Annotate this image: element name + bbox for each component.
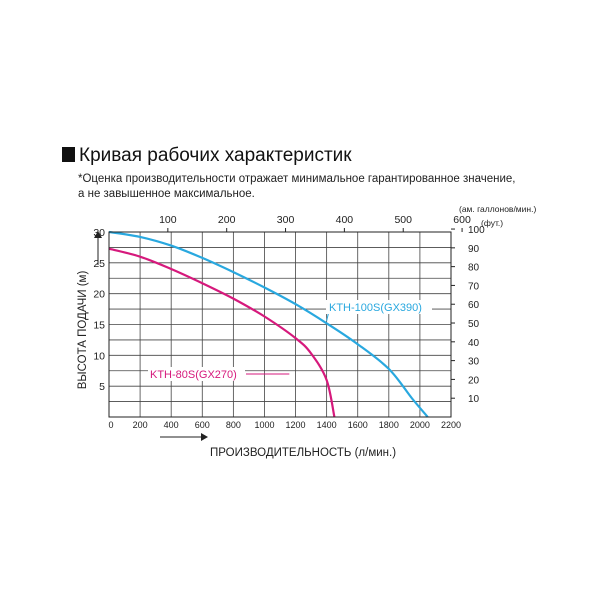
note-line-2: а не завышенное максимальное. bbox=[78, 188, 255, 200]
plot-frame bbox=[108, 231, 452, 418]
grid-lines bbox=[109, 232, 451, 417]
x-tick-label: 800 bbox=[226, 420, 241, 430]
top-axis-ticks: 100 200 300 400 500 600(ам. галлонов/мин.) bbox=[159, 204, 536, 232]
right-tick-label: 90 bbox=[468, 244, 480, 255]
x-tick-label: 0 bbox=[108, 420, 113, 430]
top-tick-label: 500 bbox=[394, 214, 412, 226]
y-tick-label: 25 bbox=[93, 258, 105, 270]
x-tick-label: 400 bbox=[164, 420, 179, 430]
top-tick-label: 100 bbox=[159, 214, 177, 226]
x-tick-label: 1400 bbox=[317, 420, 337, 430]
chart-labels: KTH-100S(GX390) KTH-80S(GX270) ПРОИЗВОДИТЕ… bbox=[77, 231, 432, 459]
y-tick-label: 20 bbox=[93, 289, 105, 301]
x-tick-label: 1200 bbox=[286, 420, 306, 430]
x-axis-label: ПРОИЗВОДИТЕЛЬНОСТЬ (л/мин.) bbox=[210, 447, 396, 459]
right-tick-label: 100 bbox=[468, 225, 485, 236]
note-line-1: *Оценка производительности отражает мини… bbox=[78, 173, 516, 185]
x-tick-label: 2000 bbox=[410, 420, 430, 430]
y-axis-label: ВЫСОТА ПОДАЧИ (м) bbox=[77, 271, 89, 390]
page-title: Кривая рабочих характеристик bbox=[62, 145, 352, 167]
right-tick-label: 20 bbox=[468, 375, 480, 386]
right-tick-label: 80 bbox=[468, 263, 480, 274]
curves bbox=[108, 230, 429, 418]
x-tick-label: 200 bbox=[133, 420, 148, 430]
y-tick-label: 10 bbox=[93, 350, 105, 362]
top-axis-label: (ам. галлонов/мин.) bbox=[459, 204, 536, 214]
y-tick-label: 30 bbox=[93, 227, 105, 239]
x-axis-arrow-head bbox=[201, 433, 208, 441]
series-line-kth-80s bbox=[108, 247, 336, 418]
right-axis-label: (фут.) bbox=[481, 218, 503, 228]
series-label-kth-100s: KTH-100S(GX390) bbox=[329, 302, 422, 314]
top-tick-label: 600 bbox=[453, 214, 471, 226]
series-label-bg-kth-100s bbox=[326, 300, 432, 314]
x-tick-label: 2200 bbox=[441, 420, 461, 430]
y-tick-label: 15 bbox=[93, 320, 105, 332]
y-tick-label: 5 bbox=[99, 381, 105, 393]
performance-note: *Оценка производительности отражает мини… bbox=[78, 172, 558, 202]
right-tick-label: 10 bbox=[468, 394, 480, 405]
series-label-kth-80s: KTH-80S(GX270) bbox=[150, 369, 237, 381]
right-tick-label: 40 bbox=[468, 338, 480, 349]
y-axis-arrow-head bbox=[94, 231, 102, 238]
y-axis-ticks: 5 10 15 20 25 30 bbox=[93, 227, 105, 393]
top-tick-label: 400 bbox=[336, 214, 354, 226]
right-tick-label: 70 bbox=[468, 281, 480, 292]
title-bullet bbox=[62, 147, 75, 162]
right-tick-label: 60 bbox=[468, 300, 480, 311]
top-tick-label: 200 bbox=[218, 214, 236, 226]
top-tick-label: 300 bbox=[277, 214, 295, 226]
right-axis-ticks: 10 20 30 40 50 60 70 80 90 100(фут.) bbox=[451, 218, 503, 405]
right-tick-label: 50 bbox=[468, 319, 480, 330]
title-text: Кривая рабочих характеристик bbox=[79, 145, 352, 166]
right-tick-label: 30 bbox=[468, 357, 480, 368]
series-line-kth-100s bbox=[108, 230, 429, 418]
x-tick-label: 1000 bbox=[254, 420, 274, 430]
x-tick-label: 1800 bbox=[379, 420, 399, 430]
x-axis-ticks: 0 200 400 600 800 1000 1200 1400 1600 1800 2000 220… bbox=[108, 420, 461, 430]
series-label-bg-kth-80s bbox=[148, 367, 245, 381]
x-tick-label: 600 bbox=[195, 420, 210, 430]
x-tick-label: 1600 bbox=[348, 420, 368, 430]
